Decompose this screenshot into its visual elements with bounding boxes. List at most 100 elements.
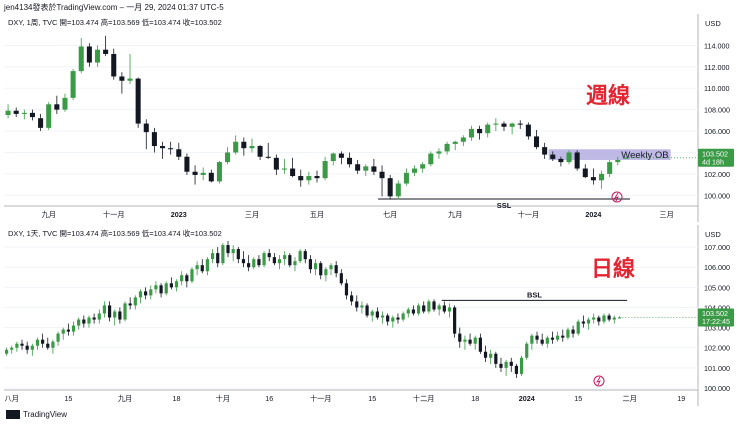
candle-body [458, 333, 462, 342]
candle-body [437, 305, 441, 310]
last-price-tag [698, 308, 734, 327]
candle-body [599, 173, 605, 181]
candle-body [602, 315, 606, 322]
candle-body [41, 339, 45, 344]
y-tick-label: 110.000 [704, 84, 729, 93]
candle-body [160, 146, 166, 149]
x-tick-label: 八月 [5, 394, 19, 403]
candle-body [615, 159, 621, 163]
candle-body [30, 345, 34, 350]
x-tick-label: 九月 [42, 210, 56, 219]
candle-body [221, 245, 225, 264]
candle-body [355, 164, 361, 171]
candle-body [107, 305, 112, 318]
daily-chart[interactable]: 107.000 106.000 105.000 104.000 103.000 102.0… [0, 225, 740, 406]
x-tick-label: 2024 [585, 210, 601, 219]
x-tick-label: 二月 [623, 394, 637, 403]
candle-body [13, 110, 19, 114]
candle-body [582, 168, 588, 178]
candle-body [447, 307, 452, 312]
candle-body [339, 273, 343, 284]
y-tick-label: 104.000 [704, 303, 730, 312]
candle-body [200, 265, 204, 272]
y-tick-label: 112.000 [704, 63, 729, 72]
candle-body [265, 156, 271, 158]
candle-body [102, 305, 107, 314]
x-tick-label: 18 [173, 394, 181, 403]
candle-body [62, 97, 68, 110]
daily-watermark-label: 日線 [591, 257, 636, 282]
candle-body [391, 317, 395, 322]
candle-body [525, 124, 531, 137]
candle-body [483, 351, 488, 358]
candle-body [460, 137, 466, 142]
daily-chart-panel: 107.000 106.000 105.000 104.000 103.000 102.0… [0, 225, 740, 406]
candle-body [489, 353, 493, 358]
candle-body [308, 259, 313, 270]
candle-body [87, 317, 91, 324]
order-block-label: Weekly OB [621, 150, 668, 161]
candle-body [15, 343, 19, 348]
candle-body [396, 317, 400, 320]
candle-body [290, 168, 296, 177]
candle-body [233, 141, 239, 153]
candle-body [180, 275, 184, 282]
candle-body [406, 309, 410, 314]
y-tick-label: 100.000 [704, 384, 730, 393]
candle-body [370, 311, 374, 316]
candle-body [277, 259, 282, 264]
candle-body [617, 317, 622, 319]
candle-body [20, 343, 24, 346]
event-icon [593, 375, 605, 387]
x-tick-label: 16 [265, 394, 273, 403]
candle-body [61, 329, 65, 334]
candle-body [453, 307, 457, 334]
last-price-value: 103.502 [702, 309, 728, 318]
x-tick-label: 十一月 [518, 210, 540, 219]
y-tick-label: 106.000 [704, 263, 730, 272]
candle-body [574, 152, 580, 169]
order-block-box [548, 149, 671, 160]
candle-body [169, 283, 173, 288]
candle-body [371, 166, 377, 172]
candle-body [519, 357, 524, 374]
candle-body [590, 177, 596, 181]
candle-body [210, 253, 215, 260]
candle-body [208, 172, 214, 182]
x-tick-label: 十一月 [103, 210, 125, 219]
candle-body [128, 303, 132, 306]
weekly-chart[interactable]: 114.000112.000110.000108.000106.000104.0… [0, 14, 740, 223]
weekly-legend: DXY, 1周, TVC 開=103.474 高=103.569 低=103.4… [8, 18, 222, 27]
candle-body [35, 339, 40, 346]
candle-body [533, 136, 540, 148]
x-tick-label: 十一月 [310, 394, 332, 403]
candle-body [288, 255, 292, 266]
y-tick-label: 101.000 [704, 364, 730, 373]
candle-body [216, 162, 222, 182]
candle-body [226, 245, 230, 254]
weekly-watermark-label: 週線 [586, 84, 631, 109]
y-tick-label: 105.000 [704, 283, 730, 292]
candle-body [174, 281, 179, 288]
candle-body [164, 283, 168, 294]
candle-body [135, 78, 141, 124]
candle-body [442, 305, 446, 312]
candle-body [592, 317, 596, 320]
footer: TradingView [6, 410, 67, 419]
candle-body [149, 289, 153, 296]
x-tick-label: 十二月 [413, 394, 435, 403]
candle-body [360, 305, 364, 308]
candle-body [154, 285, 158, 290]
liquidity-level-label: SSL [497, 201, 512, 210]
countdown-value: 17:22:45 [702, 317, 730, 326]
candle-body [494, 353, 498, 364]
lightning-icon [613, 192, 619, 202]
candle-body [314, 176, 320, 179]
candle-body [281, 168, 288, 170]
candle-body [54, 104, 60, 110]
last-price-tag [698, 148, 734, 167]
last-price-value: 103.502 [702, 149, 728, 158]
candle-body [501, 123, 507, 127]
candle-body [477, 128, 483, 134]
candle-body [21, 112, 27, 114]
